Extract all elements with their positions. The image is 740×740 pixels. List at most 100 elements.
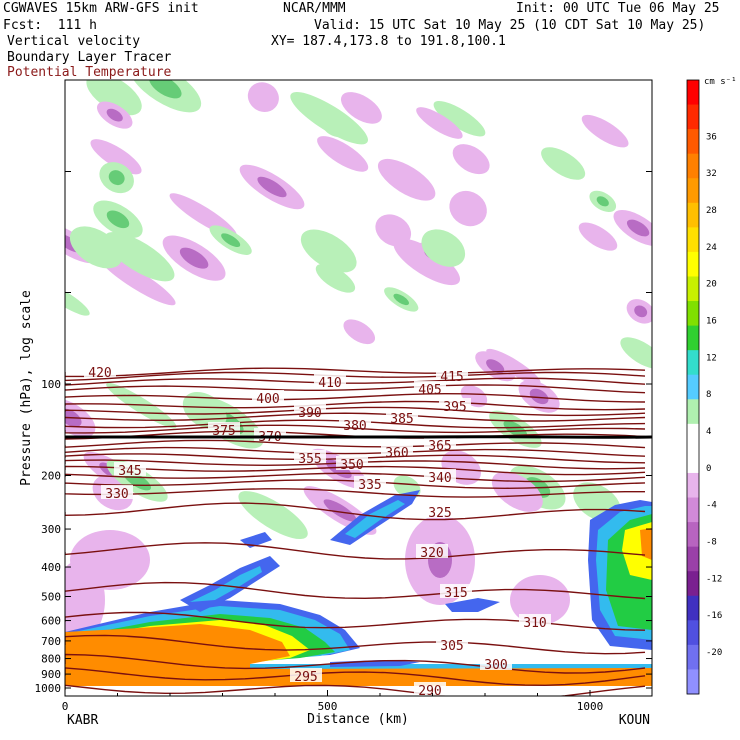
- theta-label-bg: [424, 504, 456, 518]
- colorbar-swatch: [687, 497, 699, 523]
- colorbar-swatch: [687, 399, 699, 425]
- theta-label-bg: [480, 656, 512, 670]
- theta-label-bg: [252, 390, 284, 404]
- theta-label-bg: [519, 614, 551, 628]
- theta-contour: [65, 502, 646, 521]
- theta-contour: [65, 446, 646, 457]
- plot-frame: [64, 79, 653, 697]
- theta-label-bg: [416, 544, 448, 558]
- theta-label-bg: [208, 422, 240, 436]
- updraft-region: [290, 92, 368, 145]
- colorbar-label: -16: [706, 611, 722, 621]
- field-label-tracer: Boundary Layer Tracer: [7, 50, 172, 65]
- updraft-core: [596, 196, 609, 207]
- theta-contour: [65, 542, 646, 560]
- colorbar-swatch: [687, 423, 699, 449]
- theta-label-bg: [424, 469, 456, 483]
- theta-contour: [65, 653, 646, 674]
- downdraft-region: [375, 214, 412, 247]
- updraft-core: [393, 293, 409, 306]
- downdraft-region: [340, 92, 382, 124]
- colorbar-swatch: [687, 448, 699, 474]
- colorbar-label: 0: [706, 464, 711, 474]
- theta-label: 350: [340, 458, 363, 473]
- colorbar-label: 8: [706, 390, 711, 400]
- downdraft-region: [452, 144, 490, 175]
- org-label: NCAR/MMM: [283, 1, 346, 16]
- downdraft-region: [578, 222, 618, 251]
- theta-contour: [65, 634, 646, 655]
- valid-time: Valid: 15 UTC Sat 10 May 25 (10 CDT Sat …: [314, 18, 706, 33]
- y-axis-title: Pressure (hPa), log scale: [19, 290, 34, 486]
- theta-label: 355: [298, 452, 321, 467]
- colorbar-label: 4: [706, 427, 711, 437]
- theta-label: 340: [428, 471, 451, 486]
- init-time: Init: 00 UTC Tue 06 May 25: [516, 1, 720, 16]
- updraft-core: [221, 233, 241, 248]
- theta-contour: [65, 424, 646, 434]
- theta-label: 345: [118, 464, 141, 479]
- theta-contour: [65, 472, 646, 483]
- y-tick-label: 1000: [35, 682, 62, 695]
- x-tick-label: 0: [62, 700, 69, 713]
- colorbar-swatch: [687, 644, 699, 670]
- theta-label: 295: [294, 670, 317, 685]
- colorbar-label: -4: [706, 501, 717, 511]
- theta-contour: [65, 367, 646, 378]
- colorbar-label: 32: [706, 169, 717, 179]
- theta-label: 315: [444, 586, 467, 601]
- theta-label: 360: [385, 446, 408, 461]
- theta-label-bg: [381, 444, 413, 458]
- theta-label: 335: [358, 478, 381, 493]
- y-tick-label: 300: [41, 523, 61, 536]
- colorbar-swatch: [687, 251, 699, 277]
- updraft-region: [541, 147, 586, 180]
- theta-label-bg: [436, 368, 468, 382]
- colorbar-swatch: [687, 472, 699, 499]
- colorbar-label: 36: [706, 132, 717, 142]
- downdraft-region: [343, 319, 376, 345]
- updraft-region: [104, 232, 175, 282]
- downdraft-region: [377, 158, 436, 201]
- downdraft-region: [99, 255, 176, 306]
- theta-contour: [65, 479, 646, 490]
- colorbar-swatch: [687, 80, 699, 106]
- colorbar-swatch: [687, 571, 699, 597]
- theta-label: 400: [256, 392, 279, 407]
- xy-label: XY= 187.4,173.8 to 191.8,100.1: [271, 34, 506, 49]
- colorbar-swatch: [687, 301, 699, 327]
- colorbar-swatch: [687, 374, 699, 400]
- theta-contour: [65, 412, 646, 422]
- theta-contour: [65, 581, 646, 600]
- colorbar-label: -8: [706, 538, 717, 548]
- theta-contour: [65, 392, 646, 403]
- field-label-vv: Vertical velocity: [7, 34, 141, 49]
- theta-label-bg: [354, 476, 386, 490]
- downdraft-core: [257, 176, 287, 198]
- theta-label-bg: [84, 364, 116, 378]
- colorbar-label: 20: [706, 280, 717, 290]
- colorbar-swatch: [687, 620, 699, 646]
- theta-label: 405: [418, 383, 441, 398]
- theta-label: 300: [484, 658, 507, 673]
- theta-contour: [65, 684, 646, 696]
- y-tick-label: 200: [41, 470, 61, 483]
- colorbar-swatch: [687, 595, 699, 621]
- theta-label-bg: [101, 485, 133, 499]
- colorbar-swatch: [687, 227, 699, 253]
- theta-label-bg: [436, 637, 468, 651]
- y-tick-label: 100: [41, 378, 61, 391]
- downdraft-region: [393, 238, 461, 286]
- downdraft-core: [626, 219, 650, 237]
- colorbar-swatch: [687, 546, 699, 572]
- updraft-core: [106, 210, 130, 229]
- downdraft-core: [106, 108, 123, 122]
- x-axis-title: Distance (km): [307, 712, 409, 727]
- colorbar-swatch: [687, 178, 699, 204]
- colorbar-label: 12: [706, 353, 717, 363]
- theta-label-bg: [290, 668, 322, 682]
- updraft-region: [433, 100, 486, 137]
- colorbar-swatch: [687, 522, 699, 548]
